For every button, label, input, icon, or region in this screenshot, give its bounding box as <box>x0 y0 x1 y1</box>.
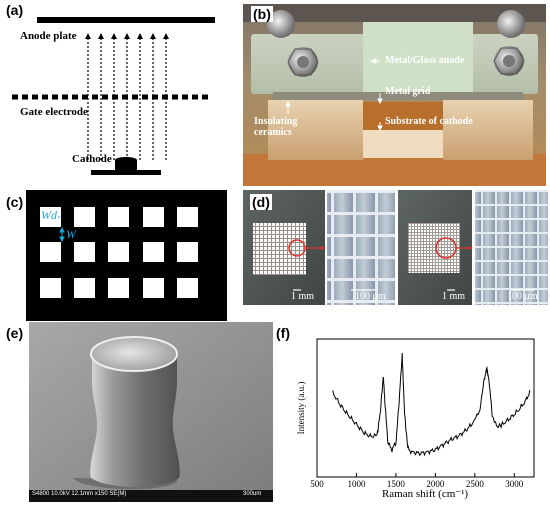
gate-electrode-label: Gate electrode <box>20 106 88 118</box>
panel-c-label: (c) <box>6 194 24 210</box>
raman-series-line <box>332 352 531 457</box>
x-tick-label: 3000 <box>505 479 524 489</box>
insulating-ceramics-label-1: Insulating <box>254 116 298 127</box>
x-tick-label: 500 <box>310 479 324 489</box>
field-emission-schematic <box>12 17 215 175</box>
sem-image <box>29 322 273 502</box>
insulating-ceramics-label-2: ceramics <box>254 127 292 138</box>
raman-chart: 500 1000 1500 2000 2500 3000 Intensity (a.u.)… <box>296 338 535 500</box>
sem-info: S4800 10.0kV 12.1mm x150 SE(M) <box>32 491 127 497</box>
scale-1mm-right: 1 mm <box>442 291 466 302</box>
w-label: W <box>66 227 76 241</box>
cathode-label: Cathode <box>72 153 112 165</box>
panel-d-label: (d) <box>250 194 272 210</box>
chart-frame <box>316 338 535 478</box>
cathode-emitter <box>115 160 137 170</box>
x-tick-label: 1000 <box>347 479 366 489</box>
sem-scale: 300um <box>243 491 262 497</box>
panel-e-label: (e) <box>6 325 24 341</box>
anode-plate <box>37 17 215 23</box>
y-axis-label: Intensity (a.u.) <box>296 382 306 435</box>
metal-grid-label: Metal grid <box>385 86 431 97</box>
x-tick-label: 2500 <box>466 479 485 489</box>
wd-label: Wd <box>40 208 58 222</box>
panel-f-label: (f) <box>276 325 290 341</box>
panel-b-label: (b) <box>251 6 273 22</box>
micrograph-panel <box>243 190 548 305</box>
scale-1mm-left: 1 mm <box>291 291 315 302</box>
x-axis-label: Raman shift (cm⁻¹) <box>382 488 468 500</box>
panel-a-label: (a) <box>6 2 24 18</box>
metal-glass-anode-label: Metal/Glass anode <box>385 55 465 66</box>
cathode-substrate <box>91 170 161 175</box>
scale-100um-right: 100 μm <box>507 291 538 302</box>
x-tick-label: 1500 <box>387 479 406 489</box>
anode-label: Anode plate <box>20 30 77 42</box>
substrate-of-cathode-label: Substrate of cathode <box>385 116 473 127</box>
sem-image-drawing <box>29 322 273 502</box>
grid-schematic <box>26 190 227 321</box>
device-photo-drawing <box>243 4 546 186</box>
x-tick-label: 2000 <box>426 479 445 489</box>
electron-beam-arrows <box>85 33 169 160</box>
device-photo <box>243 4 546 186</box>
micrographs <box>243 190 548 305</box>
scale-100um-left: 100 μm <box>355 291 386 302</box>
